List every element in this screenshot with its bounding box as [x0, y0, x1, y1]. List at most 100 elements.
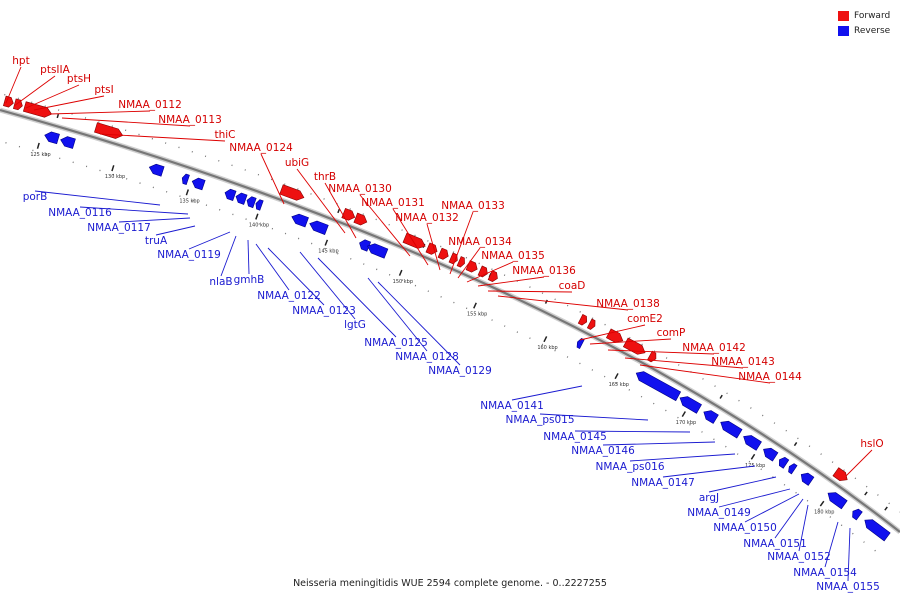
- forward-gene-block: [341, 207, 356, 221]
- legend-reverse-label: Reverse: [854, 25, 891, 36]
- leader-line: [466, 261, 514, 283]
- reverse-gene-block: [788, 463, 798, 475]
- scale-tick-mark: [614, 373, 619, 380]
- forward-gene-block: [448, 252, 458, 265]
- scale-tick-mark: [324, 239, 329, 246]
- gene-label-nmaa_0143: NMAA_0143: [711, 356, 775, 368]
- scale-tick-mark: [681, 411, 686, 418]
- forward-gene-block: [487, 270, 498, 282]
- gene-label-thic: thiC: [214, 129, 235, 141]
- scale-tick-mark: [819, 500, 825, 507]
- genome-backbone: [0, 108, 900, 533]
- gene-label-nlab: nlaB: [209, 276, 232, 288]
- gene-label-ubig: ubiG: [285, 157, 309, 169]
- leader-line: [589, 338, 672, 345]
- scale-tick-label: 145 kbp: [318, 249, 338, 255]
- gene-label-nmaa_0132: NMAA_0132: [395, 212, 459, 224]
- legend-forward: Forward: [838, 8, 890, 23]
- reverse-gene-block: [191, 177, 206, 191]
- gene-label-nmaa_0122: NMAA_0122: [257, 290, 321, 302]
- reverse-gene-block: [800, 472, 815, 486]
- leader-line: [744, 493, 800, 523]
- gene-label-nmaa_0134: NMAA_0134: [448, 236, 512, 248]
- reverse-gene-block: [679, 396, 702, 414]
- reverse-gene-block: [703, 410, 719, 424]
- leader-line: [579, 324, 646, 341]
- scale-tick-label: 170 kbp: [676, 420, 696, 426]
- gene-label-ptsi: ptsI: [94, 84, 113, 96]
- gene-label-nmaa_0150: NMAA_0150: [713, 522, 777, 534]
- scale-tick-label: 165 kbp: [609, 382, 629, 388]
- leader-line: [718, 488, 791, 508]
- gene-label-hpt: hpt: [12, 55, 29, 67]
- gene-label-nmaa_0149: NMAA_0149: [687, 507, 751, 519]
- leader-line: [624, 357, 744, 369]
- gene-label-nmaa_ps016: NMAA_ps016: [596, 461, 665, 473]
- scale-tick-mark: [111, 165, 115, 172]
- gene-label-nmaa_0130: NMAA_0130: [328, 183, 392, 195]
- leader-line: [708, 476, 777, 493]
- reverse-swatch: [838, 25, 849, 36]
- gene-label-gmhb: gmhB: [234, 274, 265, 286]
- leader-line: [34, 190, 161, 206]
- forward-gene-block: [353, 212, 368, 226]
- reverse-gene-block: [359, 239, 372, 252]
- leader-line: [25, 84, 80, 109]
- reverse-gene-block: [743, 435, 762, 451]
- gene-label-coad: coaD: [559, 280, 586, 292]
- scale-tick-label: 140 kbp: [249, 223, 269, 229]
- forward-gene-block: [622, 337, 646, 355]
- gene-label-nmaa_0125: NMAA_0125: [364, 337, 428, 349]
- reverse-gene-block: [827, 492, 848, 510]
- scale-tick-mark: [473, 302, 477, 309]
- gene-label-comp: comP: [657, 327, 686, 339]
- scale-tick-label: 150 kbp: [393, 279, 413, 285]
- forward-gene-block: [279, 184, 305, 201]
- leader-line: [774, 498, 804, 539]
- leader-line: [602, 441, 716, 446]
- leader-line: [798, 504, 809, 552]
- gene-label-nmaa_0133: NMAA_0133: [441, 200, 505, 212]
- leader-line: [824, 521, 839, 568]
- gene-label-nmaa_0144: NMAA_0144: [738, 371, 802, 383]
- leader-line: [639, 364, 771, 384]
- gene-label-trua: truA: [145, 235, 168, 247]
- scale-tick-mark: [543, 336, 548, 343]
- scale-tick-mark: [750, 453, 756, 460]
- reverse-gene-block: [852, 508, 863, 521]
- gene-label-nmaa_0112: NMAA_0112: [118, 99, 182, 111]
- feature-dash: [793, 441, 798, 447]
- scale-tick-label: 135 kbp: [179, 198, 199, 204]
- scale-tick-mark: [398, 269, 403, 276]
- leader-line: [296, 168, 346, 234]
- leader-line: [847, 527, 851, 582]
- gene-label-nmaa_0128: NMAA_0128: [395, 351, 459, 363]
- gene-label-nmaa_0152: NMAA_0152: [767, 551, 831, 563]
- leader-line: [662, 465, 756, 478]
- leader-line: [5, 66, 22, 104]
- leader-line: [574, 430, 691, 433]
- gene-label-argj: argJ: [699, 492, 719, 504]
- leader-line: [629, 453, 736, 462]
- scale-tick-label: 180 kbp: [814, 510, 834, 516]
- leader-line: [220, 235, 237, 277]
- leader-line: [118, 217, 191, 223]
- leader-line: [457, 247, 481, 279]
- forward-gene-block: [832, 467, 848, 481]
- reverse-gene-block: [181, 173, 190, 186]
- feature-dash: [864, 491, 868, 496]
- forward-gene-block: [605, 328, 624, 343]
- leader-line: [155, 225, 196, 236]
- gene-label-nmaa_0113: NMAA_0113: [158, 114, 222, 126]
- leader-line: [367, 277, 428, 352]
- legend-reverse: Reverse: [838, 23, 890, 38]
- scale-tick-label: 175 kbp: [745, 463, 765, 469]
- gene-label-porb: porB: [23, 191, 48, 203]
- gene-label-nmaa_0151: NMAA_0151: [743, 538, 807, 550]
- leader-line: [511, 385, 583, 401]
- reverse-gene-block: [246, 196, 257, 209]
- reverse-gene-block: [367, 243, 389, 259]
- reverse-gene-block: [148, 163, 165, 177]
- forward-gene-block: [586, 318, 596, 330]
- reverse-gene-block: [720, 420, 743, 439]
